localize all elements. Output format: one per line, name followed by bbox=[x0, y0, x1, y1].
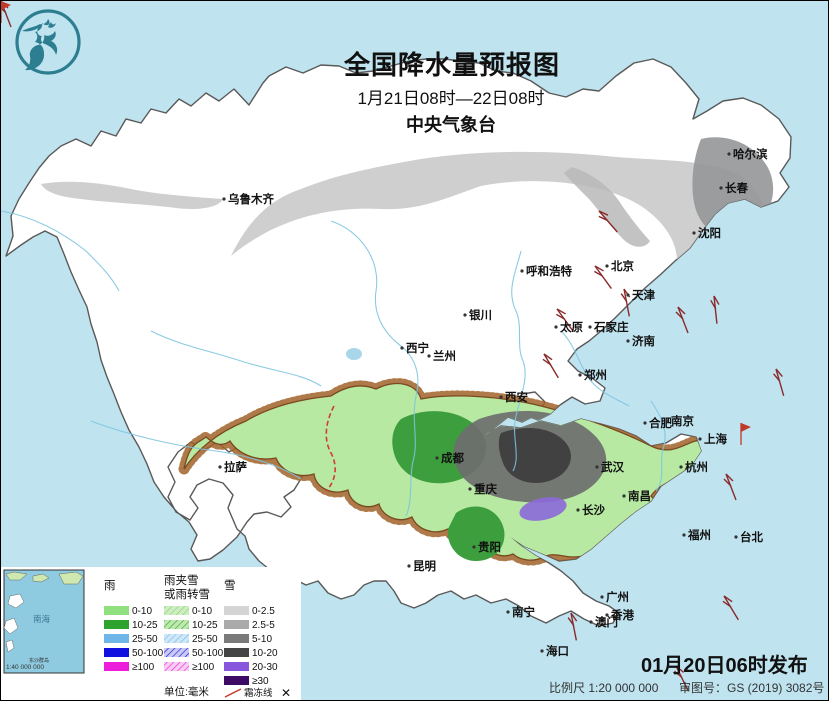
svg-text:合肥: 合肥 bbox=[649, 416, 672, 430]
svg-text:呼和浩特: 呼和浩特 bbox=[526, 264, 572, 278]
svg-text:霜冻线: 霜冻线 bbox=[244, 687, 273, 699]
svg-text:或雨转雪: 或雨转雪 bbox=[164, 587, 210, 601]
svg-text:成都: 成都 bbox=[441, 451, 464, 465]
svg-text:50-100: 50-100 bbox=[192, 648, 224, 659]
svg-text:贵阳: 贵阳 bbox=[478, 540, 501, 554]
svg-text:0-10: 0-10 bbox=[132, 606, 152, 617]
svg-text:雨: 雨 bbox=[104, 580, 116, 592]
svg-text:25-50: 25-50 bbox=[132, 634, 158, 645]
svg-text:2.5-5: 2.5-5 bbox=[252, 620, 275, 631]
svg-text:天津: 天津 bbox=[632, 288, 655, 302]
svg-text:北京: 北京 bbox=[611, 259, 634, 273]
svg-text:≥100: ≥100 bbox=[132, 662, 155, 673]
svg-text:昆明: 昆明 bbox=[413, 559, 436, 573]
svg-text:南海: 南海 bbox=[33, 614, 51, 624]
svg-text:石家庄: 石家庄 bbox=[593, 320, 629, 334]
svg-text:海口: 海口 bbox=[546, 644, 569, 658]
svg-text:杭州: 杭州 bbox=[685, 460, 708, 474]
svg-text:≥100: ≥100 bbox=[192, 662, 215, 673]
svg-text:济南: 济南 bbox=[632, 334, 655, 348]
svg-text:郑州: 郑州 bbox=[584, 368, 607, 382]
svg-text:兰州: 兰州 bbox=[433, 349, 456, 363]
svg-text:10-25: 10-25 bbox=[132, 620, 158, 631]
svg-text:50-100: 50-100 bbox=[132, 648, 164, 659]
svg-text:5-10: 5-10 bbox=[252, 634, 272, 645]
svg-text:0-10: 0-10 bbox=[192, 606, 212, 617]
svg-text:10-25: 10-25 bbox=[192, 620, 218, 631]
svg-text:东沙群岛: 东沙群岛 bbox=[29, 657, 49, 664]
svg-text:拉萨: 拉萨 bbox=[224, 460, 247, 474]
svg-text:南京: 南京 bbox=[671, 414, 694, 428]
svg-text:雨夹雪: 雨夹雪 bbox=[164, 574, 199, 587]
svg-text:太原: 太原 bbox=[559, 320, 583, 334]
svg-text:沈阳: 沈阳 bbox=[698, 226, 721, 240]
svg-text:南宁: 南宁 bbox=[512, 605, 535, 619]
svg-text:西宁: 西宁 bbox=[406, 341, 429, 355]
svg-text:20-30: 20-30 bbox=[252, 662, 278, 673]
svg-text:银川: 银川 bbox=[469, 308, 492, 322]
svg-text:雪: 雪 bbox=[224, 579, 236, 592]
svg-text:上海: 上海 bbox=[704, 432, 727, 446]
svg-text:哈尔滨: 哈尔滨 bbox=[733, 147, 768, 161]
svg-text:单位:毫米: 单位:毫米 bbox=[164, 685, 209, 698]
svg-text:重庆: 重庆 bbox=[474, 482, 497, 496]
svg-text:25-50: 25-50 bbox=[192, 634, 218, 645]
svg-text:10-20: 10-20 bbox=[252, 648, 278, 659]
svg-text:乌鲁木齐: 乌鲁木齐 bbox=[228, 192, 274, 206]
svg-text:≥30: ≥30 bbox=[252, 676, 269, 687]
svg-text:福州: 福州 bbox=[687, 528, 711, 542]
svg-text:南昌: 南昌 bbox=[628, 489, 651, 503]
svg-text:广州: 广州 bbox=[606, 590, 629, 604]
svg-text:西安: 西安 bbox=[505, 390, 528, 404]
svg-text:长沙: 长沙 bbox=[582, 503, 605, 517]
svg-text:0-2.5: 0-2.5 bbox=[252, 606, 275, 617]
svg-text:武汉: 武汉 bbox=[601, 460, 624, 474]
svg-text:澳门: 澳门 bbox=[595, 615, 618, 629]
svg-text:台北: 台北 bbox=[740, 530, 763, 544]
svg-text:长春: 长春 bbox=[725, 181, 748, 195]
svg-text:✕: ✕ bbox=[281, 686, 291, 700]
svg-text:1:40 000 000: 1:40 000 000 bbox=[6, 664, 44, 671]
